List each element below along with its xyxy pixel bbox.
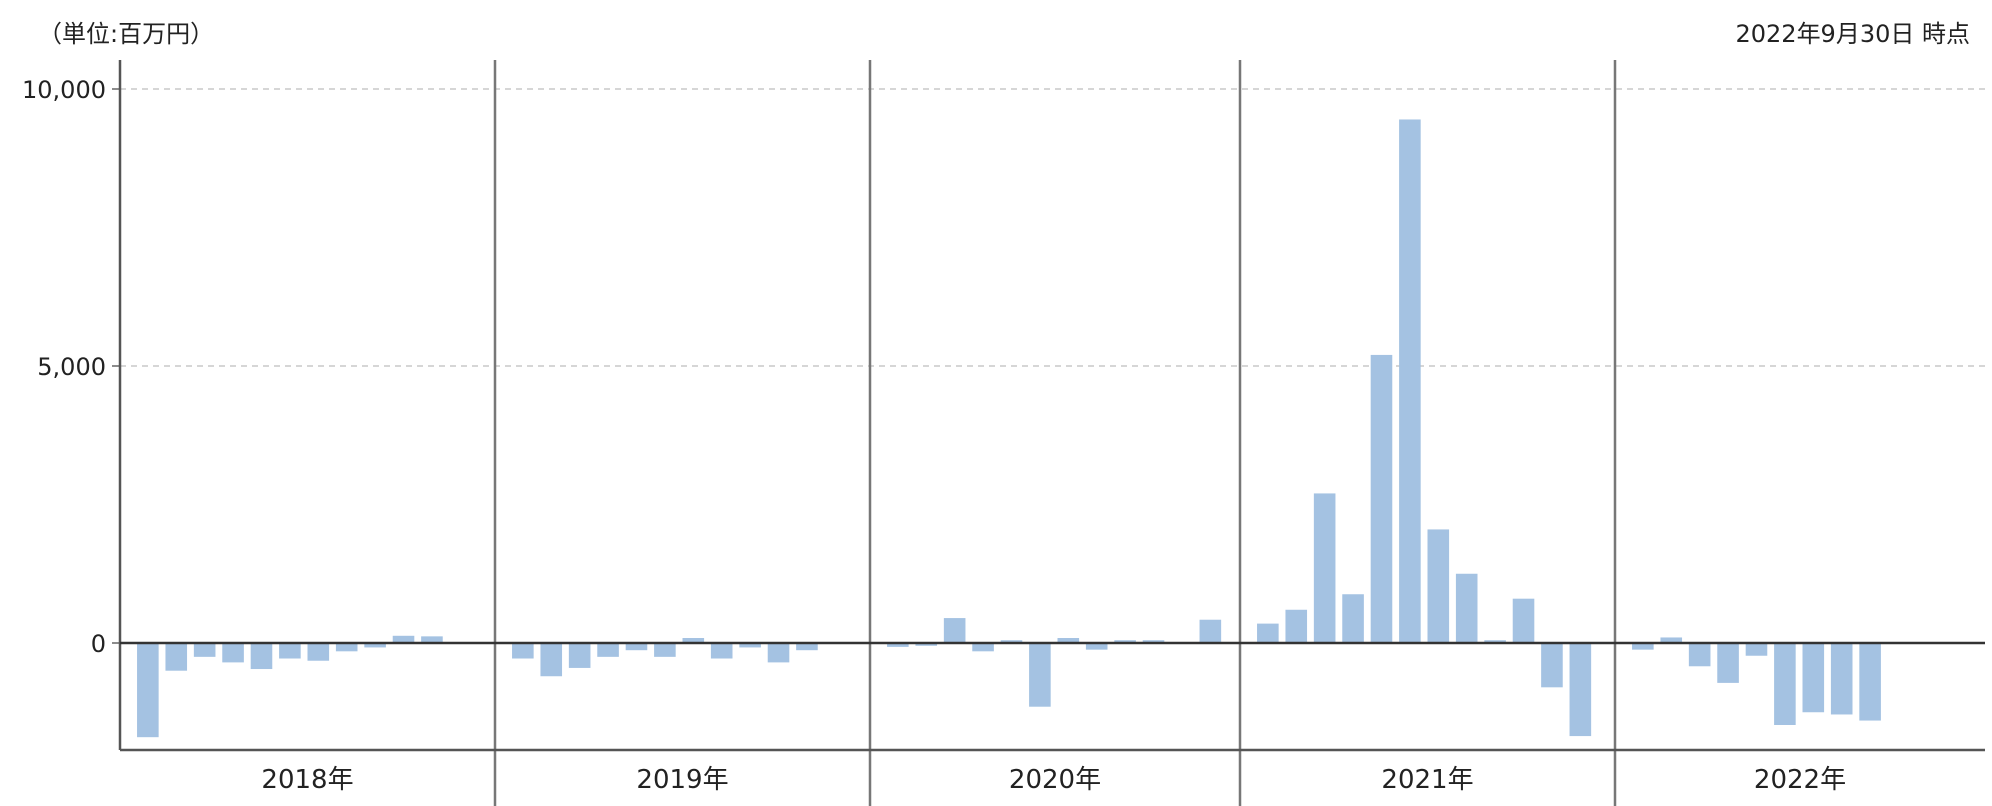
bar xyxy=(1632,643,1654,650)
bar xyxy=(1257,623,1279,643)
bar xyxy=(972,643,994,652)
bar xyxy=(540,643,563,677)
x-tick-label: 2019年 xyxy=(636,765,728,795)
bar xyxy=(1142,640,1165,643)
bar xyxy=(1370,354,1393,643)
bar xyxy=(1660,637,1683,643)
bar xyxy=(335,643,358,652)
y-tick-label: 5,000 xyxy=(37,353,106,381)
bar xyxy=(137,643,159,738)
bar xyxy=(739,643,761,648)
bar xyxy=(1688,643,1711,667)
bar xyxy=(1717,643,1739,683)
bar xyxy=(1199,619,1222,643)
bar xyxy=(1774,643,1796,725)
bar xyxy=(710,643,733,659)
bar xyxy=(1455,573,1478,643)
y-tick-label: 0 xyxy=(91,630,106,658)
bar xyxy=(1342,594,1364,643)
bar xyxy=(1569,643,1592,737)
bar xyxy=(1859,643,1881,721)
bar xyxy=(421,636,443,643)
bar xyxy=(597,643,619,657)
bar xyxy=(654,643,676,657)
bar xyxy=(364,643,386,648)
bar xyxy=(279,643,301,659)
bar xyxy=(568,643,591,668)
bar xyxy=(512,643,534,659)
bar xyxy=(392,635,415,643)
bar xyxy=(1285,609,1308,643)
bar xyxy=(682,638,705,643)
bar xyxy=(307,643,330,661)
bar xyxy=(193,643,216,657)
bar xyxy=(1085,643,1108,650)
bar xyxy=(250,643,273,670)
unit-label: （単位:百万円） xyxy=(38,20,215,48)
bar xyxy=(1541,643,1563,688)
bar xyxy=(943,618,966,643)
bar xyxy=(625,643,648,651)
bar xyxy=(796,643,818,651)
x-tick-label: 2020年 xyxy=(1009,765,1101,795)
bar xyxy=(1427,529,1450,643)
bar xyxy=(1057,638,1080,643)
y-tick-label: 10,000 xyxy=(22,76,106,104)
bar xyxy=(1399,119,1421,644)
bar xyxy=(165,643,188,671)
bar xyxy=(915,643,938,646)
bar xyxy=(1745,643,1768,656)
bar xyxy=(1484,640,1506,643)
bar xyxy=(1830,643,1853,715)
bar xyxy=(222,643,244,663)
bar xyxy=(887,643,909,647)
bar xyxy=(1313,493,1336,643)
x-tick-label: 2021年 xyxy=(1381,765,1473,795)
bar xyxy=(1029,643,1051,707)
bar xyxy=(1512,598,1535,643)
bar xyxy=(1114,640,1136,643)
x-tick-label: 2018年 xyxy=(261,765,353,795)
as-of-date: 2022年9月30日 時点 xyxy=(1735,20,1970,48)
x-tick-label: 2022年 xyxy=(1754,765,1846,795)
bar xyxy=(1000,640,1023,643)
bar xyxy=(767,643,790,663)
bar xyxy=(1802,643,1825,713)
